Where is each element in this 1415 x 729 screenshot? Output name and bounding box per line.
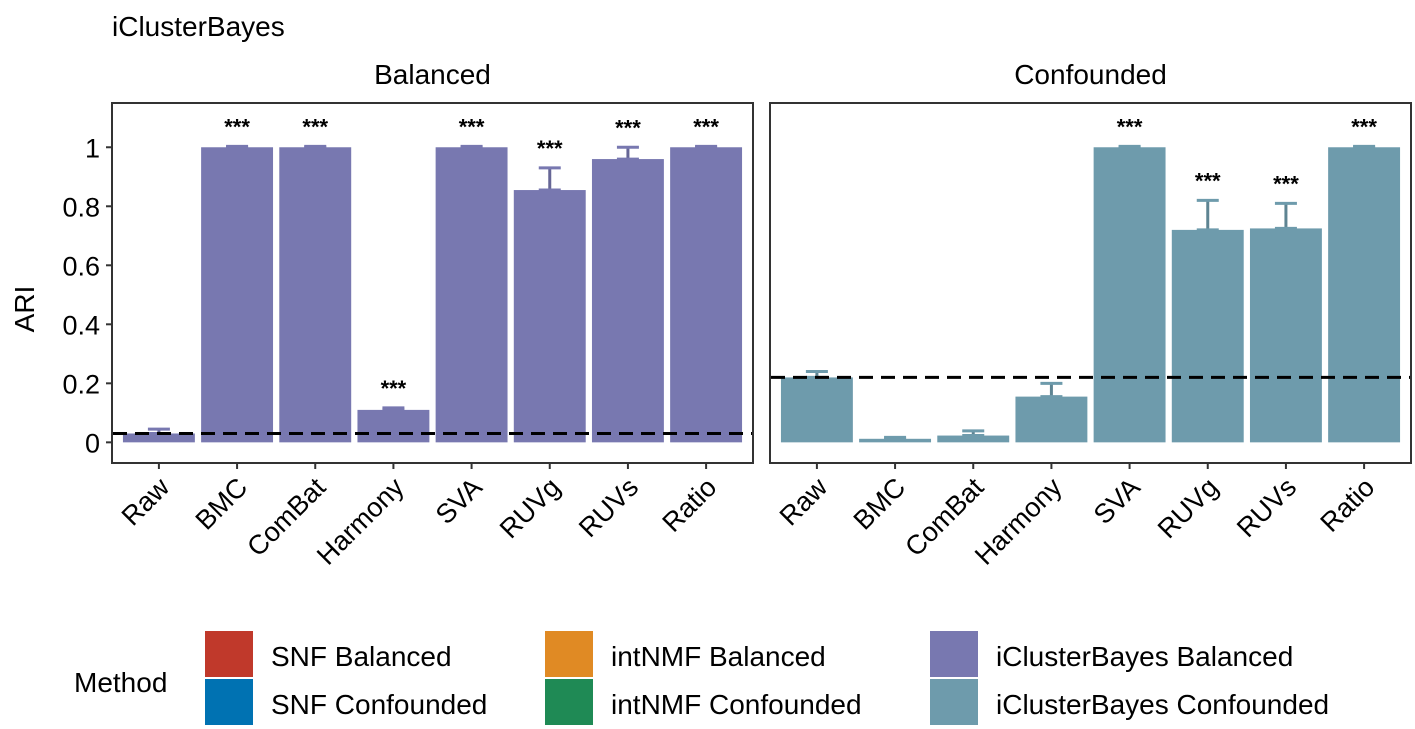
panel-title: Confounded — [1014, 59, 1167, 90]
legend-item-label: SNF Confounded — [271, 689, 487, 720]
significance-label: *** — [693, 114, 719, 139]
bar-combat — [937, 435, 1010, 443]
significance-label: *** — [224, 114, 250, 139]
bar-bmc — [859, 438, 932, 443]
x-tick-label: Harmony — [311, 472, 410, 571]
x-tick-label: BMC — [848, 472, 912, 536]
legend-swatch — [545, 679, 593, 725]
legend-title: Method — [74, 667, 167, 698]
legend-item-label: iClusterBayes Confounded — [996, 689, 1329, 720]
x-tick-label: Raw — [116, 472, 176, 532]
panel-balanced: BalancedRaw***BMC***ComBat***Harmony***S… — [111, 59, 754, 571]
y-tick-label: 0.4 — [62, 310, 100, 340]
bar-harmony — [357, 409, 430, 443]
legend: Method SNF Balanced SNF Confounded intNMF … — [74, 631, 1329, 725]
significance-label: *** — [1273, 171, 1299, 196]
bar-raw — [780, 377, 853, 443]
y-tick-label: 0.2 — [62, 369, 100, 399]
bar-ratio — [670, 147, 743, 443]
significance-label: *** — [1195, 168, 1221, 193]
x-tick-label: RUVs — [573, 472, 644, 543]
x-tick-label: SVA — [430, 472, 488, 530]
significance-label: *** — [1117, 114, 1143, 139]
legend-item-label: intNMF Confounded — [611, 689, 862, 720]
x-tick-label: SVA — [1088, 472, 1146, 530]
legend-item-label: SNF Balanced — [271, 641, 452, 672]
x-tick-label: BMC — [190, 472, 254, 536]
x-tick-label: Ratio — [1315, 472, 1381, 538]
x-tick-label: RUVg — [494, 472, 566, 544]
x-tick-label: RUVg — [1152, 472, 1224, 544]
bar-harmony — [1015, 396, 1088, 443]
panel-border — [769, 102, 1412, 464]
significance-label: *** — [302, 114, 328, 139]
x-tick-label: Raw — [774, 472, 834, 532]
bar-bmc — [201, 147, 274, 443]
panel-title: Balanced — [374, 59, 491, 90]
y-tick-label: 1 — [85, 133, 100, 163]
bar-ratio — [1328, 147, 1401, 443]
chart-title: iClusterBayes — [112, 11, 285, 42]
legend-swatch — [930, 679, 978, 725]
x-tick-label: Harmony — [969, 472, 1068, 571]
significance-label: *** — [459, 114, 485, 139]
legend-swatch — [545, 631, 593, 677]
bar-ruvg — [513, 190, 586, 443]
legend-item-label: intNMF Balanced — [611, 641, 826, 672]
panels: 00.20.40.60.81BalancedRaw***BMC***ComBat… — [62, 59, 1412, 571]
y-tick-label: 0 — [85, 428, 100, 458]
bar-sva — [1093, 147, 1166, 443]
bar-raw — [122, 433, 195, 443]
significance-label: *** — [537, 136, 563, 161]
bar-combat — [279, 147, 352, 443]
y-axis-label: ARI — [9, 286, 40, 333]
legend-item-label: iClusterBayes Balanced — [996, 641, 1293, 672]
bar-ruvg — [1171, 229, 1244, 443]
bar-ruvs — [591, 159, 664, 443]
significance-label: *** — [615, 115, 641, 140]
y-tick-label: 0.8 — [62, 192, 100, 222]
bar-ruvs — [1249, 228, 1322, 443]
significance-label: *** — [381, 376, 407, 401]
x-tick-label: Ratio — [657, 472, 723, 538]
x-tick-label: RUVs — [1231, 472, 1302, 543]
y-tick-label: 0.6 — [62, 251, 100, 281]
legend-swatch — [930, 631, 978, 677]
panel-border — [111, 102, 754, 464]
legend-swatch — [205, 631, 253, 677]
significance-label: *** — [1351, 114, 1377, 139]
legend-swatch — [205, 679, 253, 725]
bar-sva — [435, 147, 508, 443]
